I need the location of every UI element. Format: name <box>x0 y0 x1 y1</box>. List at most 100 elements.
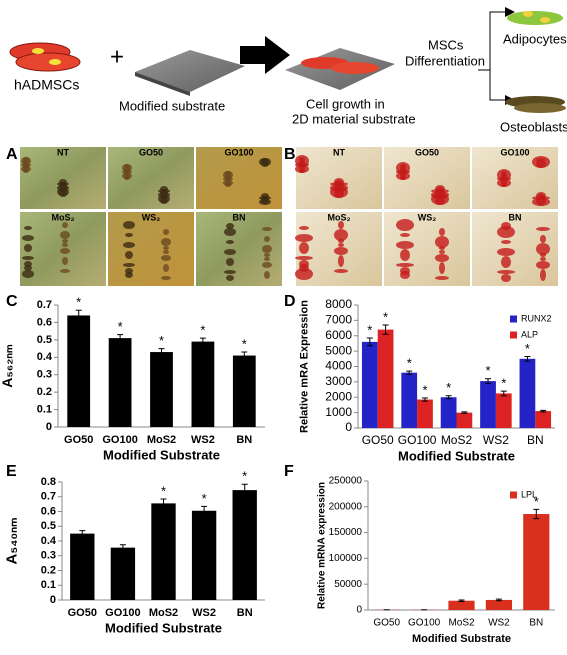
cell-icon <box>331 62 379 74</box>
y-tick-label: 100000 <box>329 553 363 564</box>
stain-spot <box>259 199 271 205</box>
substrate-label: Modified substrate <box>119 98 225 113</box>
stain-spot <box>123 263 135 267</box>
bar <box>417 400 433 428</box>
x-tick-label: WS2 <box>483 433 509 447</box>
bar <box>192 342 215 427</box>
y-tick-label: 0 <box>356 605 362 616</box>
diff-label: MSCs <box>428 37 464 52</box>
y-tick-label: 0.3 <box>37 369 52 381</box>
significance-mark: * <box>118 319 123 334</box>
stain-spot <box>536 227 550 231</box>
bar <box>441 397 457 428</box>
stain-spot <box>264 271 270 279</box>
nucleus-icon <box>49 59 61 65</box>
stain-spot <box>540 253 546 257</box>
stain-spot <box>400 233 410 237</box>
stain-spot <box>262 227 272 231</box>
stain-spot <box>163 229 169 235</box>
micrograph-label: GO100 <box>500 147 529 157</box>
stain-spot <box>501 183 507 187</box>
stain-spot <box>501 240 511 244</box>
stain-spot <box>62 222 68 228</box>
stain-spot <box>264 253 270 257</box>
stain-spot <box>497 270 515 274</box>
stain-spot <box>439 262 445 274</box>
micrograph-label: GO100 <box>224 147 253 157</box>
stain-spot <box>23 169 29 173</box>
stain-spot <box>163 264 169 272</box>
significance-mark: * <box>383 309 388 324</box>
stain-spot <box>123 221 135 229</box>
y-tick-label: 200000 <box>329 501 363 512</box>
legend-swatch <box>510 492 517 499</box>
stain-spot <box>264 236 270 242</box>
panel-label: C <box>6 293 18 310</box>
bar <box>150 352 173 427</box>
stain-spot <box>125 251 133 259</box>
growth-label: 2D material substrate <box>292 111 416 126</box>
bar <box>362 342 378 428</box>
stain-spot <box>22 235 34 241</box>
bar <box>520 359 536 428</box>
stain-spot <box>400 249 410 261</box>
stain-spot <box>264 257 270 261</box>
x-tick-label: WS2 <box>192 607 216 619</box>
bar <box>111 548 135 600</box>
y-tick-label: 0.4 <box>41 535 57 547</box>
stain-spot <box>163 250 169 254</box>
stain-spot <box>161 255 171 261</box>
stain-spot <box>299 169 305 173</box>
bar <box>70 534 94 600</box>
stain-spot <box>501 274 511 282</box>
stain-spot <box>439 246 445 250</box>
x-tick-label: GO50 <box>68 607 97 619</box>
legend-label: ALP <box>521 329 538 339</box>
stain-spot <box>536 160 546 168</box>
significance-mark: * <box>202 491 207 506</box>
nucleus-icon <box>32 48 44 54</box>
bar <box>480 381 496 428</box>
stain-spot <box>540 269 546 281</box>
stain-spot <box>59 191 67 197</box>
stain-spot <box>262 245 272 253</box>
significance-mark: * <box>407 356 412 371</box>
arrow <box>240 36 290 74</box>
micrograph-label: WS₂ <box>418 212 437 222</box>
stain-spot <box>536 261 550 269</box>
bar <box>496 393 512 428</box>
stain-spot <box>22 256 34 260</box>
stain-spot <box>224 270 236 274</box>
stain-spot <box>334 269 348 273</box>
micrograph-label: BN <box>233 212 246 222</box>
stain-spot <box>24 244 32 252</box>
bar <box>192 511 216 600</box>
x-tick-label: GO50 <box>373 618 400 629</box>
y-tick-label: 1000 <box>325 405 352 419</box>
y-tick-label: 0 <box>345 420 352 434</box>
y-axis-label: A₅₆₂ₙₘ <box>0 344 15 388</box>
stain-spot <box>160 198 168 204</box>
y-tick-label: 2000 <box>325 389 352 403</box>
significance-mark: * <box>446 380 451 395</box>
charts: C00.10.20.30.40.50.60.7GO50*GO100*MoS2*W… <box>0 293 555 645</box>
x-axis-label: Modified Substrate <box>398 448 515 463</box>
significance-mark: * <box>76 295 81 310</box>
x-tick-label: MoS2 <box>149 607 178 619</box>
stain-spot <box>295 234 313 242</box>
substrate-icon <box>135 50 245 92</box>
panel-label: A <box>6 146 18 163</box>
panel-label: B <box>284 146 296 163</box>
x-tick-label: WS2 <box>191 434 215 446</box>
x-tick-label: GO100 <box>398 433 437 447</box>
stain-spot <box>299 226 309 230</box>
stain-spot <box>62 257 68 265</box>
stain-spot <box>60 269 70 273</box>
significance-mark: * <box>501 376 506 391</box>
x-axis-label: Modified Substrate <box>103 447 220 462</box>
legend-swatch <box>510 332 517 339</box>
legend-label: RUNX2 <box>521 313 552 323</box>
stain-spot <box>124 176 130 180</box>
stain-spot <box>400 267 410 275</box>
